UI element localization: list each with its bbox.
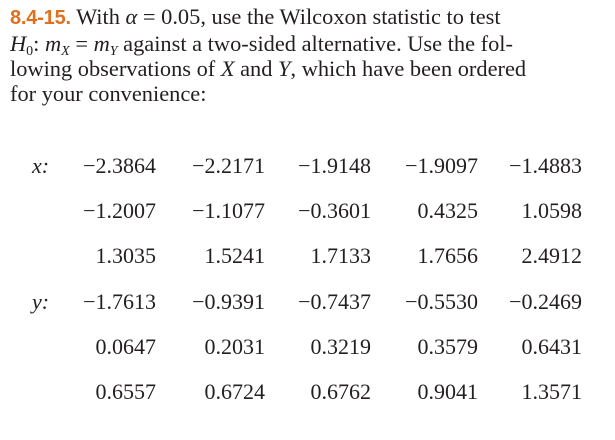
x-observation-value: −2.3864 <box>83 153 156 178</box>
problem-line-4: for your convenience: <box>10 81 207 106</box>
y-observation-value: 0.3219 <box>310 334 372 359</box>
alpha-symbol: α <box>125 4 138 29</box>
y-observation-value: −0.2469 <box>509 289 582 314</box>
problem-line-1: 8.4-15. With α = 0.05, use the Wilcoxon … <box>10 4 501 29</box>
y-observation-value: 0.6762 <box>310 379 372 404</box>
x-observation-value: 1.7656 <box>417 243 479 268</box>
y-observation-value: 0.2031 <box>204 334 266 359</box>
problem-statement: 8.4-15. With α = 0.05, use the Wilcoxon … <box>10 4 608 106</box>
y-observation-value: 0.6431 <box>521 334 583 359</box>
y-observation-value: 0.9041 <box>417 379 479 404</box>
y-observation-value: 0.6724 <box>204 379 266 404</box>
x-observation-value: 1.0598 <box>521 198 583 223</box>
x-observation-value: −2.2171 <box>192 153 265 178</box>
y-observation-value: −0.5530 <box>405 289 478 314</box>
y-observation-value: 0.6557 <box>95 379 157 404</box>
x-observation-value: −1.9097 <box>405 153 478 178</box>
x-label: x: <box>32 153 50 178</box>
x-observation-value: 2.4912 <box>521 243 583 268</box>
x-observation-value: −0.3601 <box>298 198 371 223</box>
problem-number: 8.4-15. <box>10 7 71 29</box>
y-observation-value: −0.7437 <box>298 289 371 314</box>
y-observation-value: 0.3579 <box>417 334 479 359</box>
problem-line-2: H0: mX = mY against a two-sided alternat… <box>10 31 513 59</box>
x-observation-value: 0.4325 <box>417 198 479 223</box>
y-observation-value: −0.9391 <box>192 289 265 314</box>
y-observation-value: 1.3571 <box>521 379 583 404</box>
null-hypothesis: H <box>10 31 27 56</box>
x-observation-value: −1.1077 <box>192 198 265 223</box>
x-observation-value: 1.3035 <box>95 243 157 268</box>
x-observation-value: −1.4883 <box>509 153 582 178</box>
y-observation-value: 0.0647 <box>95 334 157 359</box>
y-observation-value: −1.7613 <box>83 289 156 314</box>
x-observation-value: 1.7133 <box>310 243 372 268</box>
y-label: y: <box>32 289 50 314</box>
problem-line-3: lowing observations of X and Y, which ha… <box>10 56 527 81</box>
x-observation-value: 1.5241 <box>204 243 266 268</box>
x-observation-value: −1.9148 <box>298 153 371 178</box>
x-observation-value: −1.2007 <box>83 198 156 223</box>
